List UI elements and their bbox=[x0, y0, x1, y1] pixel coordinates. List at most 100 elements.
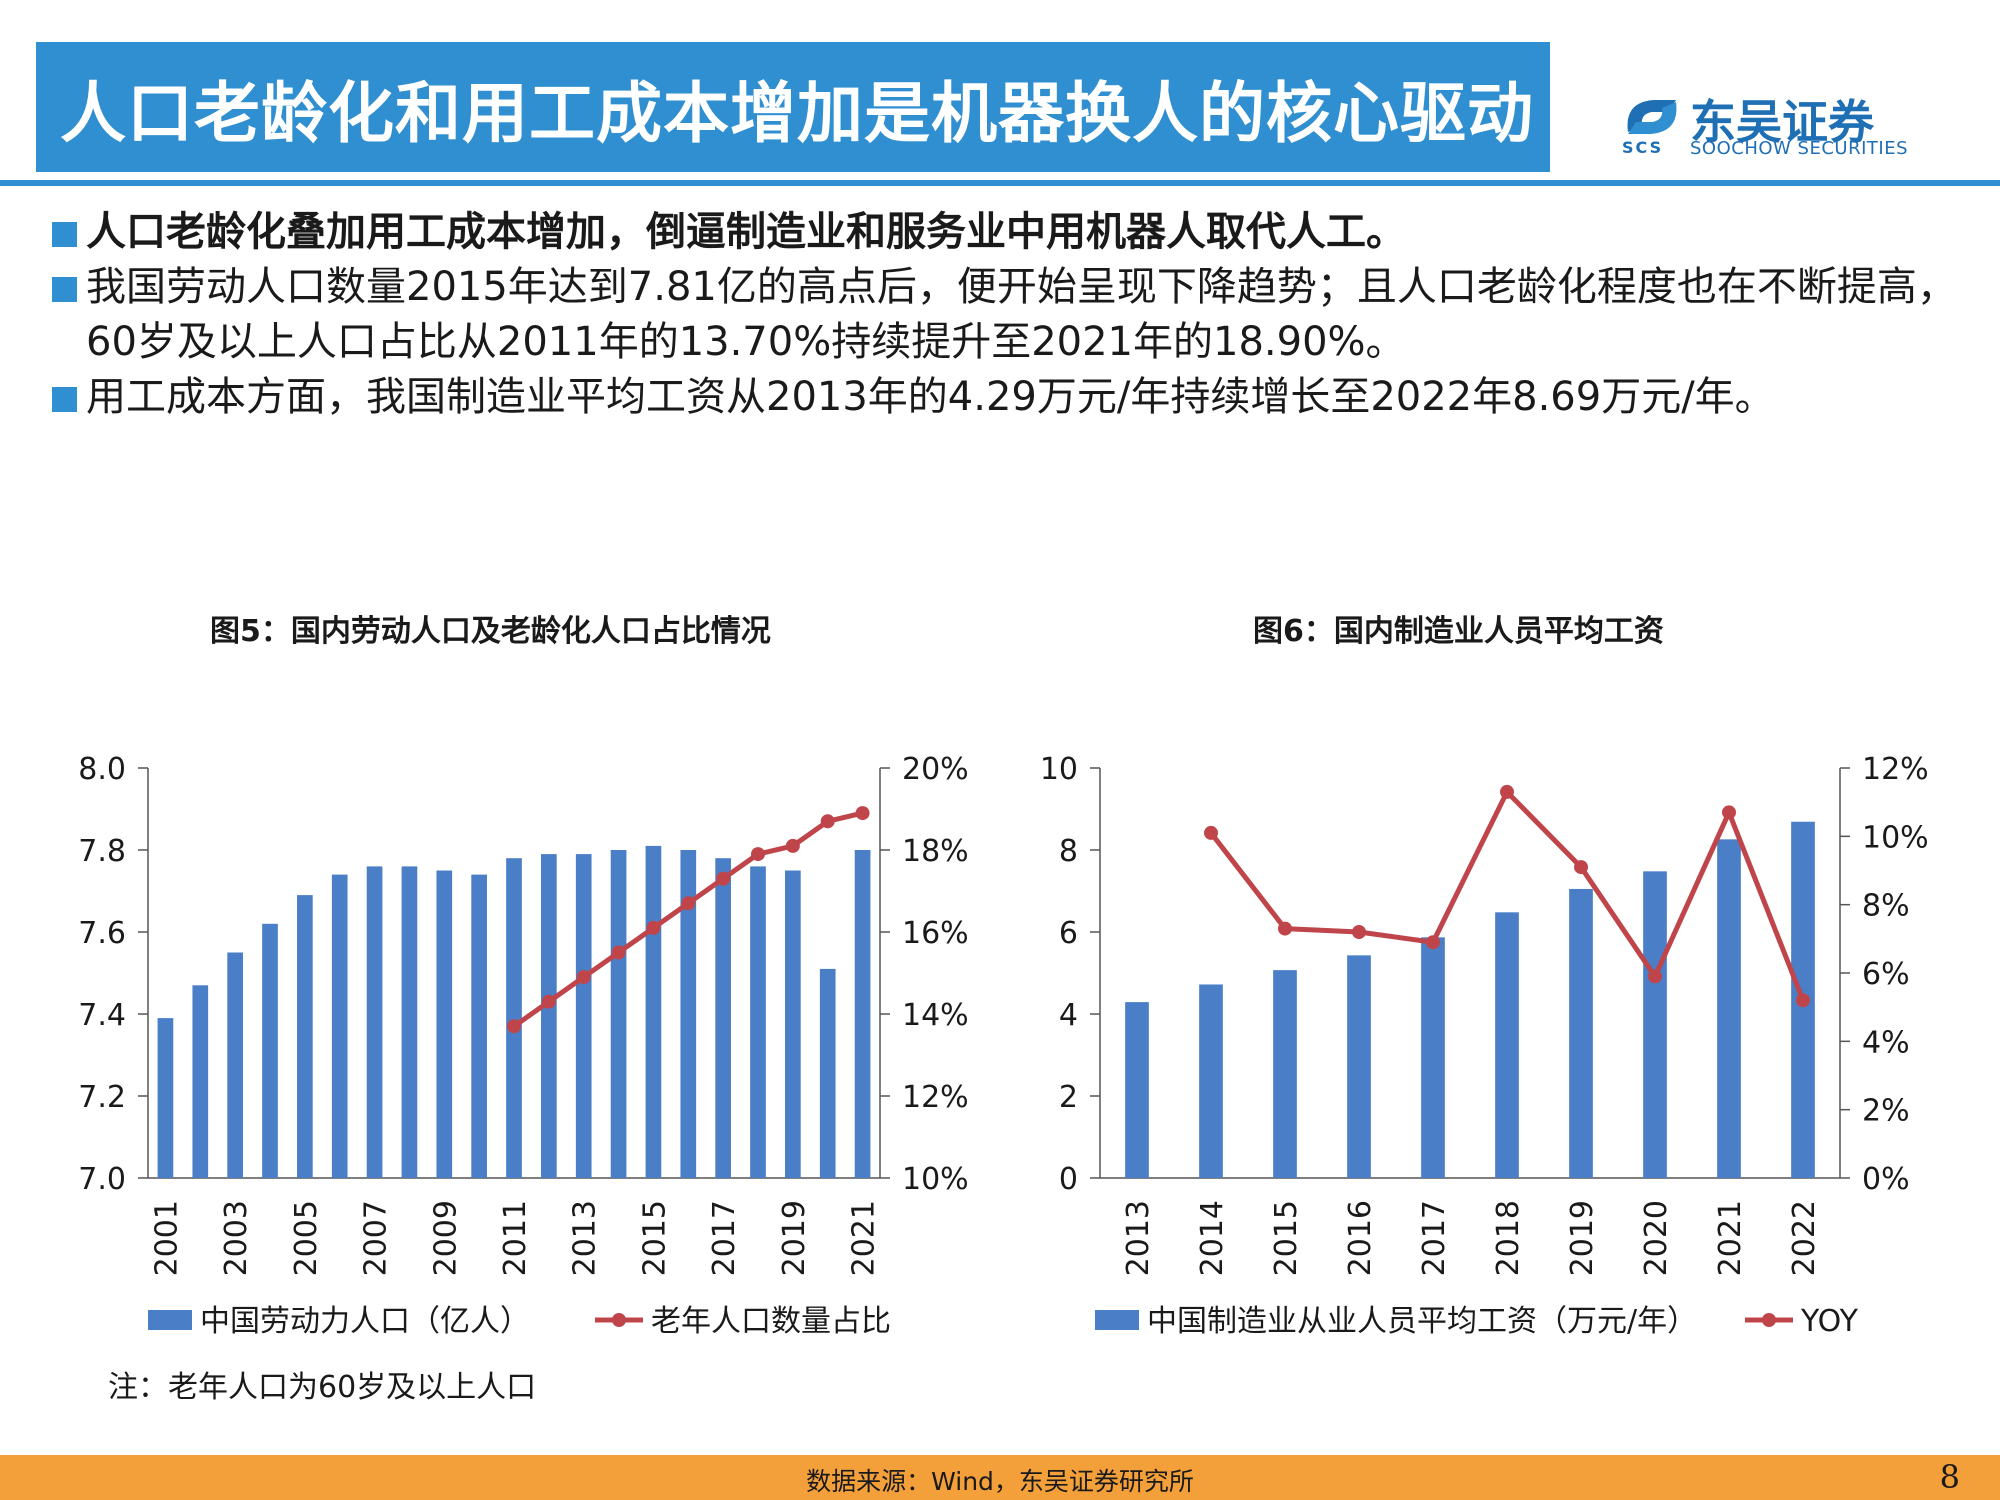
line-point-2018 bbox=[1500, 784, 1514, 799]
line-point-2011 bbox=[507, 1019, 521, 1034]
line-point-2022 bbox=[1796, 993, 1810, 1008]
y-left-tick-label: 7.4 bbox=[78, 998, 126, 1033]
bar-2021 bbox=[1717, 839, 1741, 1178]
legend-bar-swatch bbox=[1095, 1310, 1139, 1330]
bar-2021 bbox=[854, 850, 871, 1178]
legend-line-marker bbox=[612, 1313, 626, 1327]
x-tick-label: 2016 bbox=[1343, 1200, 1378, 1276]
x-tick-label: 2019 bbox=[777, 1200, 812, 1276]
y-right-tick-label: 12% bbox=[902, 1080, 969, 1115]
y-right-tick-label: 6% bbox=[1862, 957, 1910, 992]
logo-english-name: SOOCHOW SECURITIES bbox=[1690, 138, 1909, 159]
x-tick-label: 2022 bbox=[1787, 1200, 1822, 1276]
line-point-2021 bbox=[855, 806, 870, 821]
line-point-2017 bbox=[716, 871, 731, 886]
bar-2020 bbox=[1643, 871, 1667, 1178]
line-point-2012 bbox=[541, 994, 556, 1009]
legend-bar-label: 中国制造业从业人员平均工资（万元/年） bbox=[1147, 1304, 1697, 1339]
bar-2006 bbox=[331, 874, 348, 1178]
x-tick-label: 2020 bbox=[1639, 1200, 1674, 1276]
bar-2018 bbox=[1495, 912, 1519, 1178]
y-left-tick-label: 0 bbox=[1059, 1162, 1078, 1197]
bar-2016 bbox=[680, 850, 697, 1178]
bar-2017 bbox=[715, 858, 731, 1178]
y-left-tick-label: 4 bbox=[1059, 998, 1078, 1033]
line-point-2013 bbox=[576, 970, 591, 985]
chart6-title: 图6：国内制造业人员平均工资 bbox=[1253, 614, 1664, 649]
y-right-tick-label: 14% bbox=[902, 998, 969, 1033]
y-right-tick-label: 0% bbox=[1862, 1162, 1910, 1197]
y-right-tick-label: 4% bbox=[1862, 1025, 1910, 1060]
y-left-tick-label: 6 bbox=[1059, 916, 1078, 951]
x-tick-label: 2019 bbox=[1565, 1200, 1600, 1276]
x-tick-label: 2015 bbox=[637, 1200, 672, 1276]
bar-2016 bbox=[1347, 955, 1371, 1178]
y-right-tick-label: 10% bbox=[902, 1162, 969, 1197]
x-tick-label: 2013 bbox=[1121, 1200, 1156, 1276]
bar-2010 bbox=[471, 874, 487, 1178]
y-right-tick-label: 16% bbox=[902, 916, 969, 951]
y-left-tick-label: 7.0 bbox=[78, 1162, 126, 1197]
bar-2009 bbox=[436, 870, 453, 1178]
line-point-2020 bbox=[1648, 969, 1662, 984]
y-left-tick-label: 7.2 bbox=[78, 1080, 126, 1115]
bullet-text: 人口老龄化叠加用工成本增加，倒逼制造业和服务业中用机器人取代人工。 bbox=[86, 209, 1406, 255]
chart5-title: 图5：国内劳动人口及老龄化人口占比情况 bbox=[210, 614, 771, 649]
y-right-tick-label: 8% bbox=[1862, 889, 1910, 924]
line-point-2017 bbox=[1426, 935, 1440, 950]
line-point-2020 bbox=[820, 814, 835, 829]
y-left-tick-label: 2 bbox=[1059, 1080, 1078, 1115]
bar-2019 bbox=[785, 870, 801, 1178]
data-source: 数据来源：Wind，东吴证券研究所 bbox=[806, 1467, 1194, 1496]
bar-2012 bbox=[541, 854, 557, 1178]
y-left-tick-label: 7.8 bbox=[78, 834, 126, 869]
line-point-2015 bbox=[646, 920, 661, 935]
footer-bar bbox=[0, 1455, 2000, 1500]
line-point-2016 bbox=[681, 896, 696, 911]
company-logo: 东吴证券 SOOCHOW SECURITIES SCS bbox=[1620, 88, 1908, 160]
x-tick-label: 2007 bbox=[359, 1200, 394, 1276]
bar-2014 bbox=[1199, 984, 1223, 1178]
logo-chinese-name: 东吴证券 bbox=[1690, 95, 1874, 149]
line-point-2015 bbox=[1278, 921, 1292, 936]
x-tick-label: 2014 bbox=[1195, 1200, 1230, 1276]
x-tick-label: 2017 bbox=[707, 1200, 742, 1276]
legend-line-marker bbox=[1762, 1313, 1776, 1327]
x-tick-label: 2021 bbox=[847, 1200, 882, 1276]
legend-bar-label: 中国劳动力人口（亿人） bbox=[200, 1304, 530, 1339]
bar-2002 bbox=[192, 985, 209, 1178]
x-tick-label: 2001 bbox=[149, 1200, 184, 1276]
bullet-list: 人口老龄化叠加用工成本增加，倒逼制造业和服务业中用机器人取代人工。 我国劳动人口… bbox=[50, 205, 1980, 425]
header-divider bbox=[0, 180, 2000, 186]
y-left-tick-label: 8 bbox=[1059, 834, 1078, 869]
y-left-tick-label: 10 bbox=[1040, 752, 1078, 787]
bullet-text: 用工成本方面，我国制造业平均工资从2013年的4.29万元/年持续增长至2022… bbox=[86, 374, 1775, 420]
line-point-2019 bbox=[785, 838, 800, 853]
chart-footnote: 注：老年人口为60岁及以上人口 bbox=[108, 1370, 537, 1405]
bar-2001 bbox=[157, 1018, 174, 1178]
line-point-2018 bbox=[751, 847, 765, 862]
logo-mark-icon bbox=[1627, 100, 1677, 134]
line-point-2014 bbox=[1204, 825, 1218, 840]
y-right-tick-label: 20% bbox=[902, 752, 969, 787]
logo-abbreviation: SCS bbox=[1622, 138, 1664, 157]
x-tick-label: 2018 bbox=[1491, 1200, 1526, 1276]
bar-2018 bbox=[750, 866, 766, 1178]
bar-2015 bbox=[1273, 970, 1297, 1178]
bullet-item: 我国劳动人口数量2015年达到7.81亿的高点后，便开始呈现下降趋势；且人口老龄… bbox=[50, 260, 1980, 370]
bar-2008 bbox=[401, 866, 418, 1178]
x-tick-label: 2017 bbox=[1417, 1200, 1452, 1276]
bar-2003 bbox=[227, 952, 243, 1178]
chart6-manufacturing-wage: 0 2 4 6 8 10 0% 2% 4% 6% 8% 10% 12% 2013 2014 2015 2016 2… bbox=[1040, 752, 1929, 1339]
x-tick-label: 2013 bbox=[568, 1200, 603, 1276]
bar-2011 bbox=[506, 858, 522, 1178]
x-tick-label: 2011 bbox=[498, 1200, 533, 1276]
bullet-item: 人口老龄化叠加用工成本增加，倒逼制造业和服务业中用机器人取代人工。 bbox=[50, 205, 1980, 260]
bar-2019 bbox=[1569, 888, 1593, 1178]
line-point-2014 bbox=[611, 945, 626, 960]
bar-2013 bbox=[1125, 1002, 1149, 1178]
x-tick-label: 2005 bbox=[289, 1200, 324, 1276]
bar-2004 bbox=[262, 923, 278, 1178]
bar-2017 bbox=[1421, 937, 1445, 1178]
line-point-2021 bbox=[1722, 805, 1736, 820]
